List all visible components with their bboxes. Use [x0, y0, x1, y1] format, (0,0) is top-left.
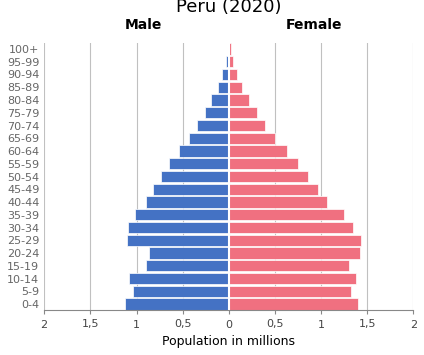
Bar	[229, 107, 257, 118]
Bar	[128, 222, 229, 233]
Bar	[229, 196, 327, 208]
Bar	[229, 247, 360, 259]
Bar	[135, 209, 229, 220]
Text: Male: Male	[125, 18, 162, 32]
Text: Female: Female	[285, 18, 342, 32]
Bar	[148, 247, 229, 259]
Bar	[218, 82, 229, 93]
Bar	[189, 133, 229, 144]
Bar	[229, 184, 318, 195]
Bar	[126, 299, 229, 310]
Bar	[229, 209, 344, 220]
Bar	[229, 235, 361, 246]
Bar	[229, 133, 275, 144]
Bar	[229, 43, 231, 55]
Bar	[229, 171, 308, 182]
Bar	[205, 107, 229, 118]
Bar	[226, 56, 229, 67]
Bar	[146, 196, 229, 208]
Bar	[153, 184, 229, 195]
Bar	[229, 94, 249, 106]
Bar	[229, 286, 351, 297]
Bar	[229, 56, 232, 67]
Bar	[229, 299, 358, 310]
Bar	[211, 94, 229, 106]
Bar	[229, 82, 242, 93]
Bar	[198, 120, 229, 131]
Bar	[229, 69, 237, 80]
Bar	[133, 286, 229, 297]
Bar	[229, 146, 287, 157]
Bar	[229, 222, 353, 233]
Bar	[228, 43, 229, 55]
Bar	[129, 273, 229, 284]
Bar	[146, 260, 229, 272]
Title: Peru (2020): Peru (2020)	[176, 0, 282, 16]
Bar	[229, 158, 298, 169]
Bar	[127, 235, 229, 246]
Bar	[229, 120, 265, 131]
Bar	[222, 69, 229, 80]
Bar	[169, 158, 229, 169]
Bar	[179, 146, 229, 157]
Bar	[229, 273, 356, 284]
Bar	[161, 171, 229, 182]
Bar	[229, 260, 349, 272]
X-axis label: Population in millions: Population in millions	[162, 335, 296, 348]
